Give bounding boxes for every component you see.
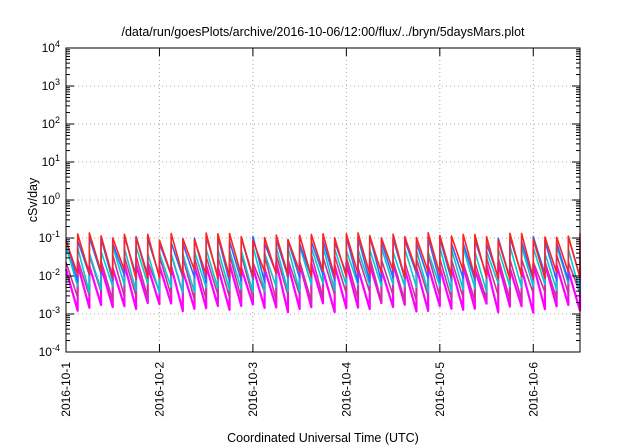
x-tick-label: 2016-10-5: [433, 362, 447, 417]
y-tick-base: 10: [39, 307, 53, 321]
series-line: [64, 261, 582, 314]
chart-title: /data/run/goesPlots/archive/2016-10-06/1…: [121, 25, 525, 39]
y-tick-exponent: 2: [55, 115, 60, 125]
y-tick-base: 10: [42, 155, 56, 169]
y-tick-label: 10-4: [39, 343, 60, 359]
x-tick-label: 2016-10-4: [339, 362, 353, 417]
y-tick-exponent: 1: [55, 153, 60, 163]
y-tick-base: 10: [39, 269, 53, 283]
y-tick-base: 10: [39, 231, 53, 245]
y-tick-label: 10-3: [39, 305, 60, 321]
y-tick-label: 104: [42, 39, 60, 55]
tick-labels-layer: 10410310210110010-110-210-310-42016-10-1…: [39, 39, 541, 417]
y-tick-exponent: 4: [55, 39, 60, 49]
series-line: [65, 232, 581, 281]
ticks-layer: [65, 47, 580, 353]
y-tick-base: 10: [42, 193, 56, 207]
y-tick-base: 10: [42, 41, 56, 55]
y-tick-exponent: -2: [52, 267, 60, 277]
y-tick-base: 10: [42, 79, 56, 93]
y-axis-title: cSv/day: [26, 177, 40, 222]
x-axis-title: Coordinated Universal Time (UTC): [227, 431, 419, 445]
y-tick-label: 101: [42, 153, 60, 169]
y-tick-label: 100: [42, 191, 60, 207]
x-tick-label: 2016-10-2: [152, 362, 166, 417]
x-tick-label: 2016-10-1: [59, 362, 73, 417]
y-tick-exponent: 0: [55, 191, 60, 201]
x-tick-label: 2016-10-6: [526, 362, 540, 417]
y-tick-label: 103: [42, 77, 60, 93]
y-tick-base: 10: [39, 345, 53, 359]
y-tick-exponent: -3: [52, 305, 60, 315]
y-tick-label: 10-1: [39, 229, 60, 245]
grid-layer: [66, 48, 580, 352]
y-tick-label: 10-2: [39, 267, 60, 283]
y-tick-exponent: 3: [55, 77, 60, 87]
y-tick-label: 102: [42, 115, 60, 131]
series-layer: [64, 232, 582, 314]
series-line: [65, 245, 581, 294]
y-tick-exponent: -1: [52, 229, 60, 239]
y-tick-base: 10: [42, 117, 56, 131]
x-tick-label: 2016-10-3: [246, 362, 260, 417]
y-tick-exponent: -4: [52, 343, 60, 353]
